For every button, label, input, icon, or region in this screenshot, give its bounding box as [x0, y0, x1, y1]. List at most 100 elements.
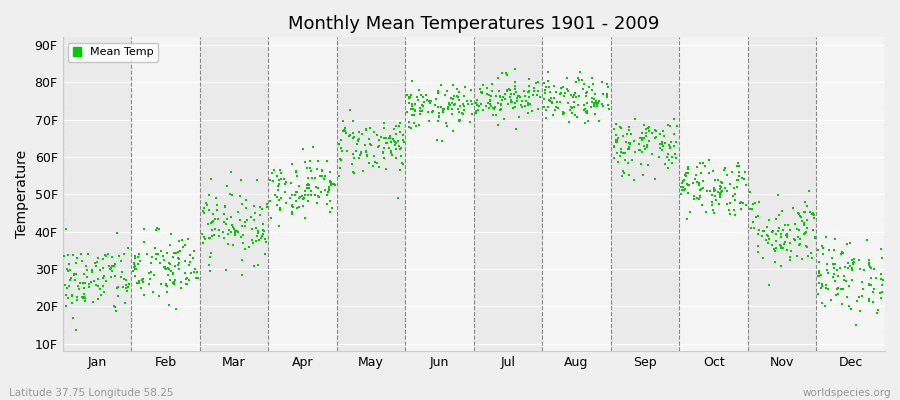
Point — [510, 95, 525, 101]
Point — [680, 216, 694, 222]
Point — [643, 128, 657, 134]
Point — [807, 234, 822, 240]
Point — [608, 137, 623, 144]
Point — [302, 181, 317, 188]
Point — [372, 142, 386, 149]
Point — [509, 98, 524, 104]
Point — [168, 250, 183, 256]
Point — [756, 255, 770, 261]
Point — [68, 277, 82, 283]
Point — [483, 102, 498, 109]
Point — [74, 251, 88, 257]
Point — [531, 88, 545, 94]
Point — [596, 90, 610, 97]
Point — [403, 105, 418, 112]
Point — [508, 66, 523, 73]
Point — [502, 94, 517, 100]
Point — [757, 228, 771, 235]
Point — [383, 139, 398, 146]
Point — [357, 142, 372, 148]
Point — [608, 138, 623, 144]
Point — [830, 267, 844, 274]
Bar — [611, 37, 680, 351]
Point — [580, 100, 594, 106]
Point — [301, 191, 315, 198]
Point — [69, 260, 84, 266]
Point — [446, 128, 460, 134]
Point — [366, 153, 381, 159]
Point — [164, 268, 178, 274]
Point — [674, 187, 688, 193]
Point — [579, 93, 593, 99]
Point — [713, 192, 727, 198]
Point — [256, 227, 271, 233]
Point — [226, 224, 240, 230]
Point — [555, 108, 570, 115]
Point — [783, 240, 797, 246]
Point — [417, 99, 431, 106]
Point — [409, 122, 423, 129]
Point — [840, 241, 854, 247]
Point — [318, 186, 332, 193]
Point — [306, 144, 320, 151]
Point — [493, 100, 508, 107]
Point — [96, 289, 111, 296]
Point — [508, 89, 523, 95]
Point — [144, 269, 158, 275]
Point — [637, 122, 652, 128]
Point — [587, 100, 601, 106]
Point — [219, 267, 233, 273]
Point — [522, 93, 536, 100]
Point — [613, 124, 627, 130]
Point — [144, 260, 158, 266]
Point — [172, 238, 186, 244]
Point — [610, 159, 625, 166]
Point — [219, 220, 233, 227]
Point — [621, 160, 635, 166]
Point — [706, 168, 720, 174]
Point — [788, 221, 802, 227]
Point — [234, 234, 248, 240]
Point — [585, 75, 599, 82]
Point — [355, 130, 369, 137]
Point — [480, 91, 494, 98]
Point — [225, 192, 239, 198]
Point — [96, 283, 111, 289]
Point — [355, 150, 369, 156]
Point — [128, 265, 142, 272]
Point — [385, 136, 400, 142]
Point — [107, 302, 122, 309]
Point — [446, 82, 461, 88]
Point — [546, 95, 561, 102]
Point — [815, 245, 830, 251]
Point — [161, 260, 176, 266]
Point — [529, 91, 544, 98]
Point — [304, 168, 319, 174]
Point — [211, 216, 225, 222]
Point — [78, 263, 93, 270]
Point — [665, 160, 680, 167]
Point — [121, 245, 135, 252]
Point — [160, 282, 175, 289]
Point — [324, 182, 338, 188]
Point — [126, 268, 140, 274]
Point — [746, 201, 760, 208]
Point — [67, 271, 81, 278]
Point — [469, 108, 483, 114]
Point — [487, 106, 501, 112]
Point — [490, 112, 504, 118]
Point — [622, 144, 636, 150]
Point — [159, 266, 174, 272]
Point — [414, 102, 428, 108]
Point — [202, 191, 217, 198]
Point — [96, 265, 111, 271]
Point — [654, 146, 669, 153]
Point — [392, 120, 407, 126]
Point — [694, 170, 708, 176]
Point — [133, 258, 148, 265]
Point — [442, 101, 456, 107]
Point — [296, 195, 310, 202]
Point — [76, 258, 90, 264]
Point — [235, 201, 249, 208]
Point — [689, 172, 704, 178]
